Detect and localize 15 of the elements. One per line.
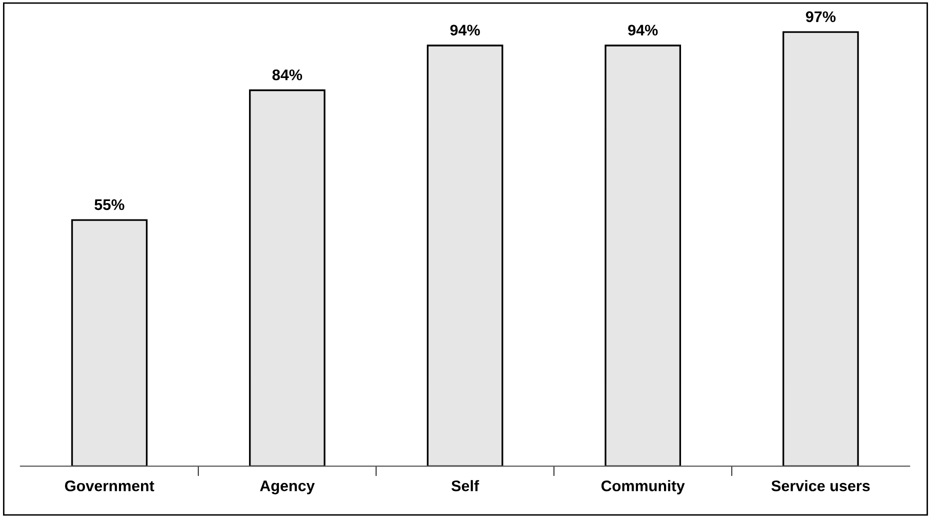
x-tick-label: Community: [601, 480, 685, 494]
data-label: 55%: [94, 199, 124, 210]
data-label: 84%: [272, 69, 302, 80]
x-tick-label: Service users: [771, 480, 870, 492]
bar: [71, 219, 148, 466]
x-tick-label: Agency: [260, 480, 315, 494]
bar: [249, 89, 326, 466]
data-label: 94%: [450, 24, 480, 36]
x-tick-label: Government: [65, 480, 154, 492]
x-tick-label: Self: [451, 480, 480, 492]
bar: [426, 44, 504, 466]
data-label: 97%: [806, 11, 836, 22]
bar: [604, 44, 682, 466]
data-label: 94%: [628, 24, 658, 36]
bar: [782, 31, 859, 466]
